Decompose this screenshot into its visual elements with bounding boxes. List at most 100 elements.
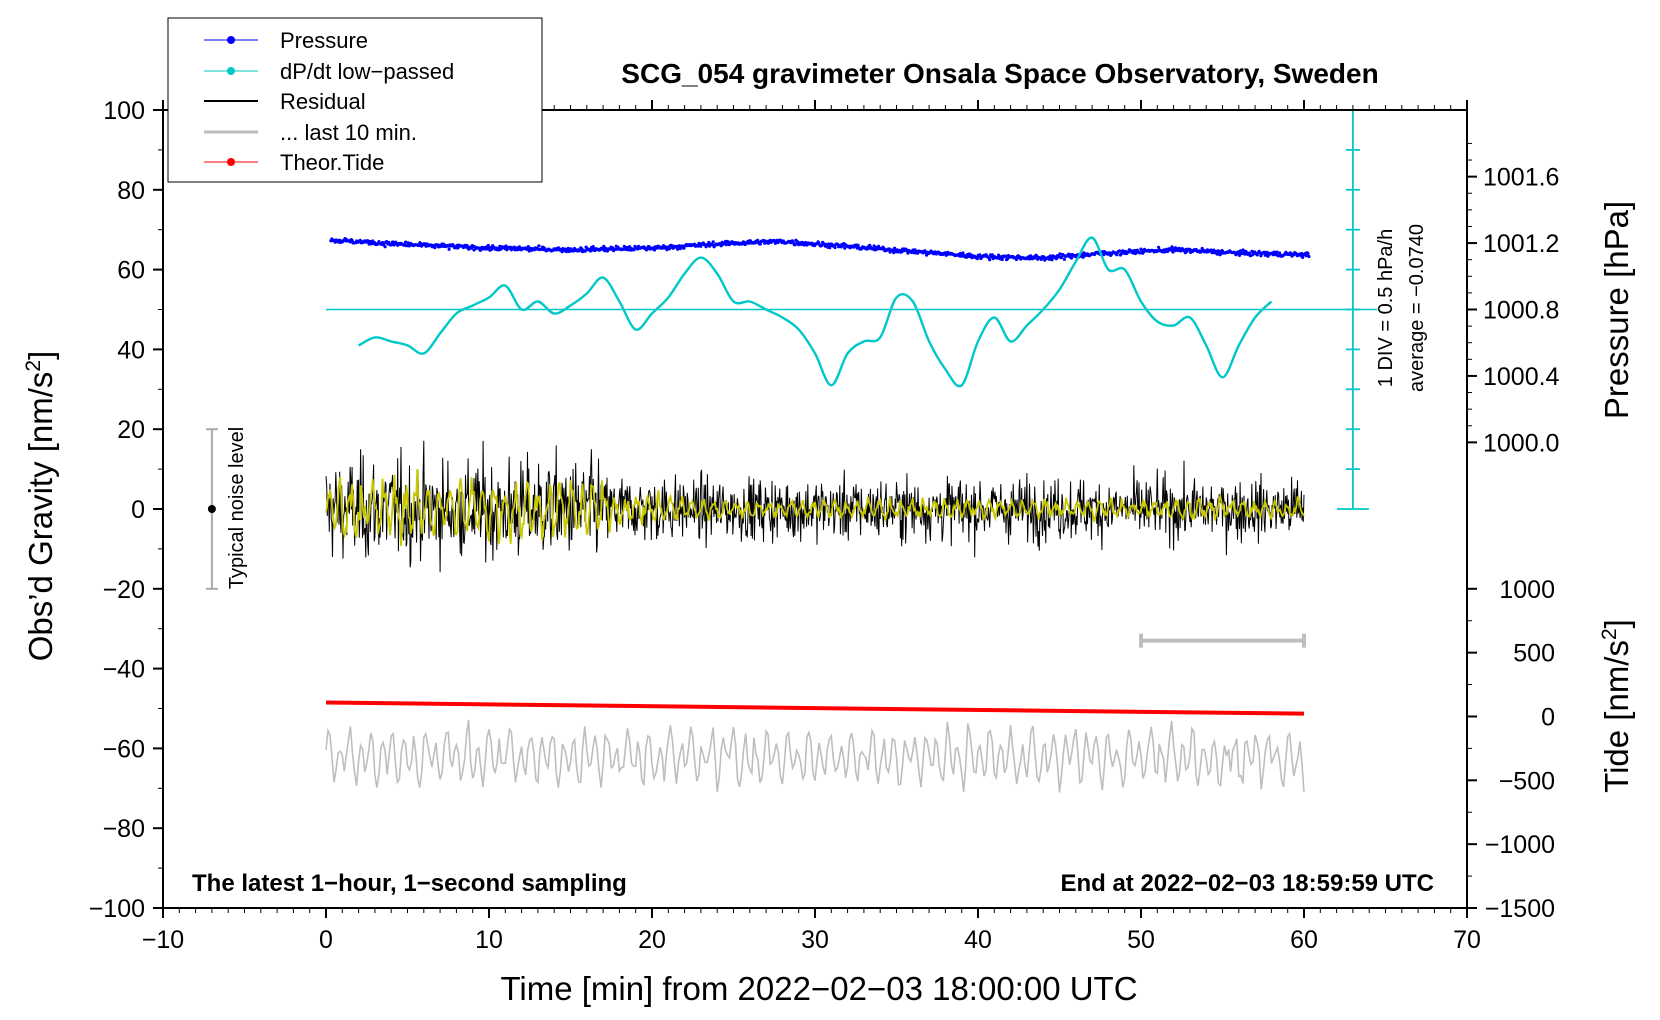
tide-axis-title: Tide [nm/s2] <box>1598 619 1635 793</box>
pressure-point <box>404 240 408 244</box>
pressure-axis-title: Pressure [hPa] <box>1598 201 1635 419</box>
pressure-point <box>758 242 762 246</box>
x-tick-label: 50 <box>1127 926 1155 954</box>
pressure-point <box>1301 255 1305 259</box>
y-tick-label: −80 <box>103 815 145 843</box>
y-tick-label: −40 <box>103 656 145 684</box>
pressure-tick-label: 1000.4 <box>1483 363 1560 391</box>
pressure-point <box>747 241 751 245</box>
pressure-point <box>975 257 979 261</box>
footer-left-label: The latest 1−hour, 1−second sampling <box>192 870 627 897</box>
pressure-point <box>997 253 1001 257</box>
chart-title: SCG_054 gravimeter Onsala Space Observat… <box>621 58 1378 89</box>
tide-axis-title-main: Tide [nm/s <box>1598 640 1635 793</box>
tide-axis-title-end: ] <box>1598 619 1635 628</box>
pressure-point <box>527 249 531 253</box>
pressure-scale-div-label: 1 DIV = 0.5 hPa/h <box>1375 229 1397 387</box>
pressure-point <box>645 247 650 251</box>
y-tick-label: −100 <box>89 895 145 923</box>
legend-entry-residual: Residual <box>204 89 366 114</box>
pressure-point <box>368 239 372 244</box>
y-tick-label: 80 <box>117 177 145 205</box>
pressure-point <box>1117 249 1122 253</box>
pressure-point <box>583 249 587 253</box>
left-axis-title-sup: 2 <box>22 360 45 372</box>
dpdt-line <box>358 236 1273 388</box>
pressure-point <box>1060 255 1064 259</box>
pressure-point <box>1138 251 1142 255</box>
footer-right-label: End at 2022−02−03 18:59:59 UTC <box>1060 870 1434 897</box>
residual-smoothed-series <box>325 469 1305 546</box>
y-tick-label: 100 <box>103 97 145 125</box>
residual-smoothed-line <box>325 469 1305 546</box>
pressure-point <box>389 243 393 247</box>
pressure-point <box>988 258 992 262</box>
tide-line <box>325 700 1305 716</box>
legend-entry-tide: Theor.Tide <box>204 150 384 175</box>
legend-label-last10: ... last 10 min. <box>280 120 417 145</box>
pressure-point <box>1028 257 1032 261</box>
pressure-point <box>796 240 800 244</box>
x-tick-label: 30 <box>801 926 829 954</box>
pressure-point <box>1306 252 1310 256</box>
legend-entry-pressure: Pressure <box>204 28 368 53</box>
tide-tick-label: 1000 <box>1499 576 1555 604</box>
tide-tick-label: −500 <box>1499 767 1555 795</box>
pressure-tick-label: 1000.8 <box>1483 297 1559 325</box>
pressure-point <box>350 239 354 243</box>
pressure-tick-label: 1001.2 <box>1483 230 1559 258</box>
noise-level-dot <box>207 505 216 513</box>
pressure-point <box>537 244 541 248</box>
y-tick-label: 60 <box>117 257 145 285</box>
pressure-point <box>699 244 703 248</box>
pressure-point <box>1069 256 1074 260</box>
pressure-point <box>1307 254 1311 259</box>
pressure-point <box>1240 252 1244 256</box>
legend-entry-last10: ... last 10 min. <box>204 120 417 145</box>
left-axis-title: Obs’d Gravity [nm/s2] <box>22 351 59 662</box>
tide-tick-label: −1500 <box>1485 895 1555 923</box>
pressure-point <box>1238 249 1242 253</box>
y-tick-label: 20 <box>117 416 145 444</box>
legend-marker-pressure <box>227 36 235 44</box>
x-tick-label: 10 <box>475 926 503 954</box>
pressure-point <box>1247 251 1251 255</box>
legend-entry-dpdt: dP/dt low−passed <box>204 59 454 84</box>
dpdt-series <box>326 236 1378 388</box>
legend-label-dpdt: dP/dt low−passed <box>280 59 454 84</box>
pressure-point <box>504 244 508 248</box>
pressure-point <box>1304 254 1308 258</box>
last-10-min-series <box>325 719 1305 793</box>
pressure-point <box>652 248 657 252</box>
pressure-point <box>1119 252 1123 256</box>
legend-label-pressure: Pressure <box>280 28 368 53</box>
pressure-point <box>1209 248 1213 252</box>
pressure-point <box>1177 246 1181 250</box>
pressure-point <box>1157 245 1161 249</box>
pressure-point <box>417 243 421 248</box>
x-tick-label: −10 <box>142 926 184 954</box>
x-tick-label: 0 <box>319 926 333 954</box>
pressure-point <box>773 241 778 245</box>
pressure-point <box>1050 258 1054 262</box>
pressure-point <box>1062 257 1066 261</box>
pressure-point <box>433 246 437 250</box>
noise-level-marker <box>205 428 218 590</box>
y-tick-label: −20 <box>103 576 145 604</box>
left-axis-title-main: Obs’d Gravity [nm/s <box>22 372 59 662</box>
pressure-point <box>1217 250 1221 254</box>
axes: −10 0 10 20 30 40 50 60 70−100−80−60−40−20020406… <box>89 97 1560 954</box>
pressure-tick-label: 1001.6 <box>1483 164 1559 192</box>
pressure-point <box>383 245 387 249</box>
pressure-point <box>892 251 896 255</box>
legend: Pressure dP/dt low−passed Residual ... l… <box>167 17 543 183</box>
tide-tick-label: −1000 <box>1485 831 1555 859</box>
pressure-point <box>1004 254 1008 258</box>
legend-marker-tide <box>227 158 235 166</box>
pressure-point <box>517 245 522 249</box>
x-tick-label: 60 <box>1290 926 1318 954</box>
pressure-point <box>499 247 503 251</box>
legend-label-residual: Residual <box>280 89 366 114</box>
pressure-tick-label: 1000.0 <box>1483 429 1559 457</box>
